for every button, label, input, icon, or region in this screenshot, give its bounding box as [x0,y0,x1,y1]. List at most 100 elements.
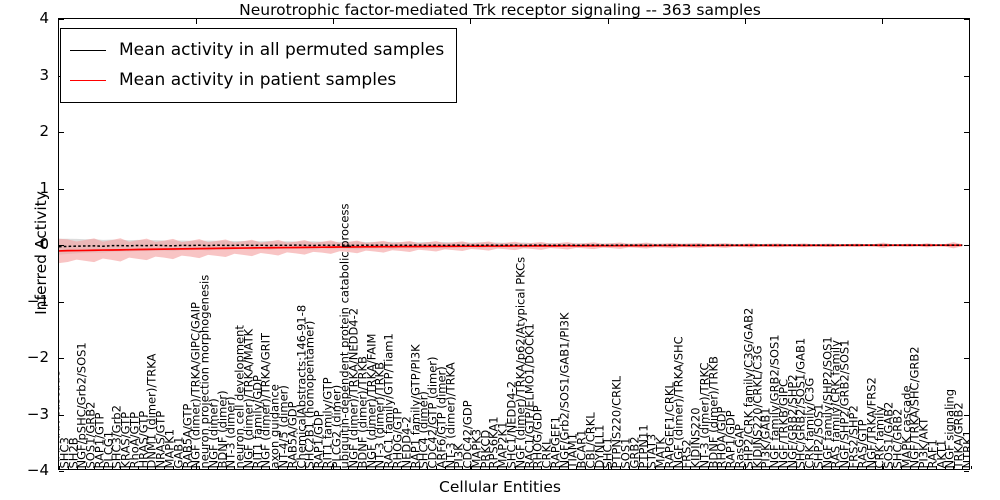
x-minor-tick [129,466,131,469]
x-minor-tick [348,466,350,469]
x-minor-tick [707,466,709,469]
y-tick-mark-right [964,132,969,133]
x-tick-mark-top [744,19,746,24]
x-minor-tick [67,466,69,469]
x-minor-tick [637,466,639,469]
x-minor-tick [251,466,253,469]
x-minor-tick [76,466,78,469]
y-tick-label: 0 [39,235,49,253]
y-axis-tick-labels: −4 −3 −2 −1 0 1 2 3 4 [0,0,58,500]
x-minor-tick [462,466,464,469]
x-minor-tick [357,466,359,469]
x-minor-tick [725,466,727,469]
y-tick-label: −4 [26,461,49,479]
x-tick-mark-top [196,19,198,24]
x-minor-tick [234,466,236,469]
x-minor-tick [962,466,964,469]
x-tick-mark-top [881,19,883,24]
x-minor-tick [59,466,60,469]
x-minor-tick [453,466,455,469]
y-tick-mark-right [964,245,969,246]
x-minor-tick [778,466,780,469]
x-minor-tick [330,466,332,469]
x-minor-tick [760,466,762,469]
x-minor-tick [918,466,920,469]
x-minor-tick [401,466,402,469]
x-minor-tick [199,466,201,469]
x-minor-tick [427,466,429,469]
plot-area [58,18,972,472]
x-minor-tick [655,466,657,469]
x-minor-tick [541,466,543,469]
legend-label-patient: Mean activity in patient samples [119,69,397,90]
x-minor-tick [576,466,578,469]
x-minor-tick [821,466,823,469]
x-tick-mark-top [470,19,472,24]
x-minor-tick [479,466,481,469]
x-minor-tick [927,466,929,469]
chart-legend: Mean activity in all permuted samples Me… [60,28,458,103]
y-tick-mark-right [964,19,969,20]
x-minor-tick [743,466,744,469]
x-minor-tick [471,466,473,469]
x-minor-tick [839,466,841,469]
x-minor-tick [558,466,560,469]
x-minor-tick [611,466,613,469]
permuted-mean-line [59,244,963,248]
x-minor-tick [260,466,262,469]
y-tick-mark-right [964,75,969,77]
x-minor-tick [102,466,104,469]
y-tick-mark-right [964,188,969,190]
y-tick-mark [59,414,64,416]
x-tick-mark-bottom [470,464,472,469]
x-minor-tick [804,466,806,469]
x-minor-tick [900,466,902,469]
x-minor-tick [532,466,534,469]
x-minor-tick [892,466,894,469]
x-minor-tick [795,466,797,469]
x-minor-tick [313,466,315,469]
x-minor-tick [848,466,850,469]
x-tick-mark-bottom [607,464,609,469]
x-minor-tick [629,466,630,469]
x-minor-tick [164,466,166,469]
x-minor-tick [295,466,297,469]
x-minor-tick [85,466,87,469]
x-minor-tick [374,466,376,469]
x-minor-tick [646,466,648,469]
x-tick-mark-top [333,19,335,24]
x-minor-tick [699,466,701,469]
y-tick-label: −3 [26,404,49,423]
x-minor-tick [523,466,525,469]
x-minor-tick [269,466,271,469]
patient-mean-line [59,244,963,252]
x-minor-tick [786,466,788,469]
x-tick-mark-bottom [196,464,198,469]
x-minor-tick [488,466,490,469]
x-minor-tick [444,466,446,469]
x-tick-mark-bottom [881,464,883,469]
x-minor-tick [865,466,867,469]
y-tick-mark [59,19,64,20]
x-minor-tick [734,466,736,469]
x-minor-tick [243,466,245,469]
x-minor-tick [322,466,324,469]
x-minor-tick [681,466,683,469]
x-axis-label: Cellular Entities [439,478,561,496]
y-tick-mark [59,471,64,472]
x-minor-tick [120,466,122,469]
y-tick-mark-right [964,414,969,416]
y-tick-mark [59,301,64,303]
x-tick-mark-bottom [333,464,335,469]
x-minor-tick [225,466,227,469]
x-minor-tick [620,466,622,469]
y-tick-label: 4 [39,9,49,27]
x-minor-tick [208,466,210,469]
x-minor-tick [830,466,832,469]
x-minor-tick [436,466,438,469]
legend-swatch-permuted [70,49,106,51]
x-minor-tick [944,466,946,469]
y-tick-label: 1 [39,178,49,197]
x-minor-tick [883,466,885,469]
x-minor-tick [383,466,385,469]
